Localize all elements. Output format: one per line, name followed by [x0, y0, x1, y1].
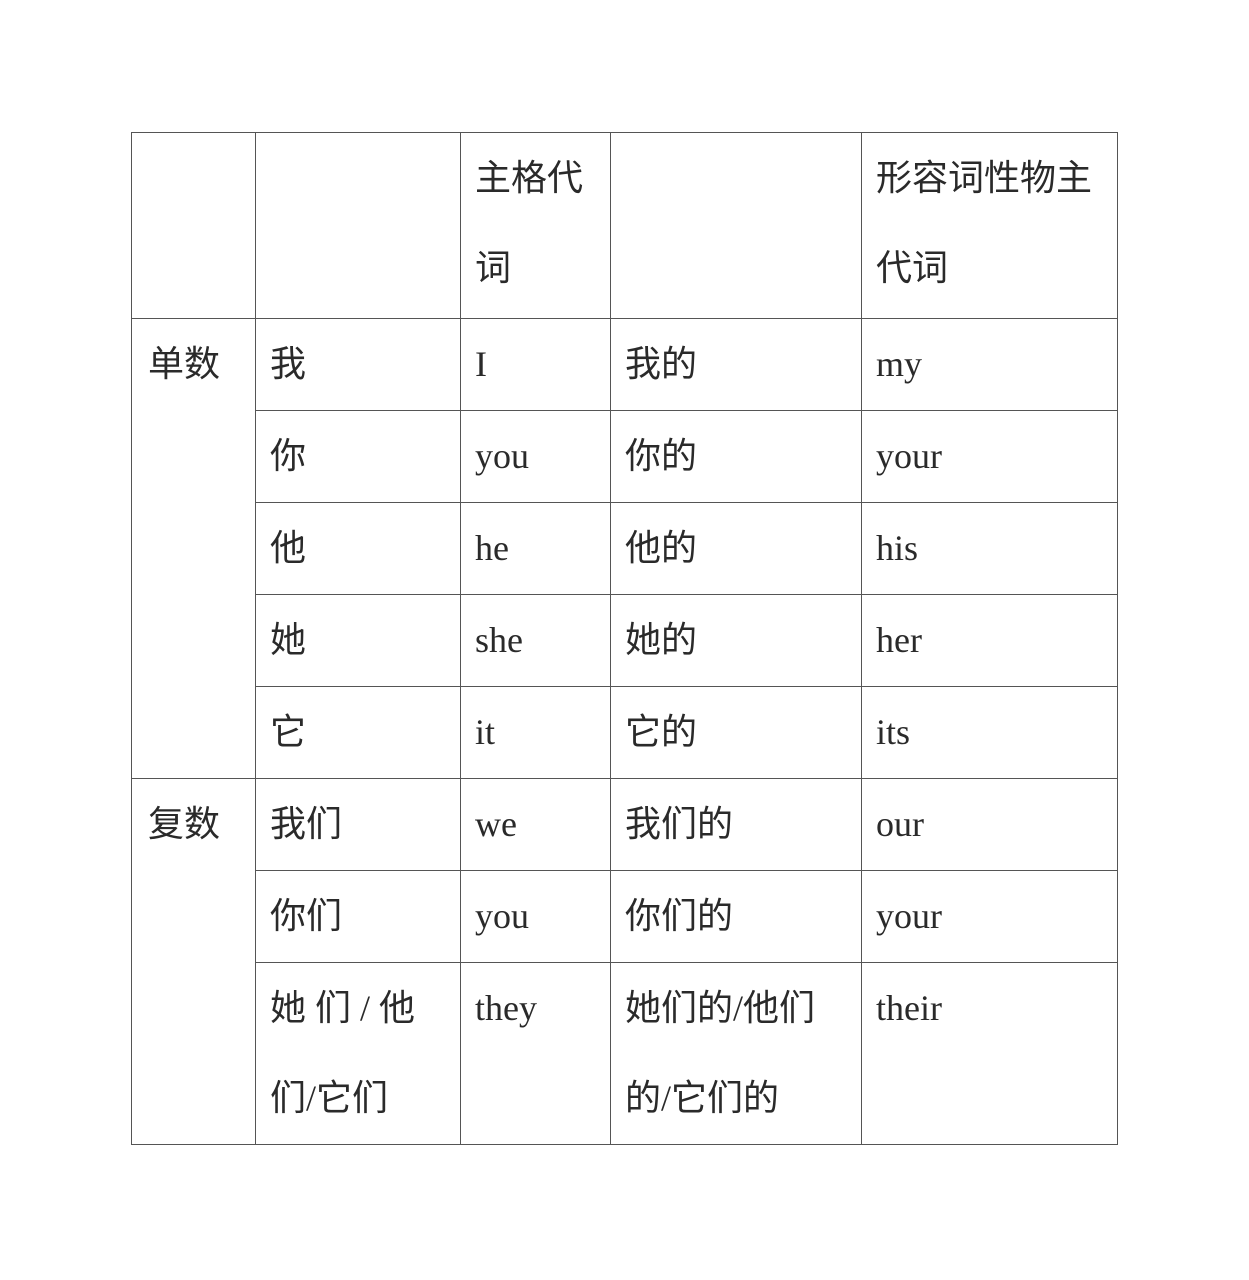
cell: our [861, 778, 1118, 871]
cell: 它的 [610, 686, 862, 779]
header-cell [131, 132, 256, 319]
table-row: 你 you 你的 your [132, 410, 1118, 503]
header-cell [610, 132, 862, 319]
table-row: 它 it 它的 its [132, 686, 1118, 779]
cell: I [460, 318, 611, 411]
cell: their [861, 962, 1118, 1145]
cell: 他 [255, 502, 461, 595]
cell: his [861, 502, 1118, 595]
cell: its [861, 686, 1118, 779]
cell: your [861, 870, 1118, 963]
group-label-singular: 单数 [131, 318, 256, 779]
cell: we [460, 778, 611, 871]
cell: her [861, 594, 1118, 687]
cell: 你的 [610, 410, 862, 503]
cell: 它 [255, 686, 461, 779]
cell: my [861, 318, 1118, 411]
cell: 我们的 [610, 778, 862, 871]
header-row: 主格代词 形容词性物主代词 [131, 132, 1118, 319]
cell: your [861, 410, 1118, 503]
cell: 你 [255, 410, 461, 503]
table-row: 她 们 / 他们/它们 they 她们的/他们的/它们的 their [132, 962, 1118, 1145]
cell: she [460, 594, 611, 687]
cell: 他的 [610, 502, 862, 595]
header-cell [255, 132, 461, 319]
table-row: 她 she 她的 her [132, 594, 1118, 687]
cell: 你们的 [610, 870, 862, 963]
cell: 我 [255, 318, 461, 411]
table-row: 复数 我们 we 我们的 our [131, 778, 1118, 1145]
pronoun-table: 主格代词 形容词性物主代词 单数 我 I 我的 my 你 you 你的 your… [131, 132, 1118, 1145]
table-row: 他 he 他的 his [132, 502, 1118, 595]
cell: 她们的/他们的/它们的 [610, 962, 862, 1145]
cell: they [460, 962, 611, 1145]
cell: 我们 [255, 778, 461, 871]
group-label-plural: 复数 [131, 778, 256, 1145]
cell: you [460, 410, 611, 503]
table-row: 单数 我 I 我的 my [131, 318, 1118, 779]
cell: 你们 [255, 870, 461, 963]
cell: he [460, 502, 611, 595]
cell: 我的 [610, 318, 862, 411]
cell: 她的 [610, 594, 862, 687]
header-cell-subject-pronoun: 主格代词 [460, 132, 611, 319]
cell: 她 们 / 他们/它们 [255, 962, 461, 1145]
cell: you [460, 870, 611, 963]
cell: 她 [255, 594, 461, 687]
cell: it [460, 686, 611, 779]
table-row: 你们 you 你们的 your [132, 870, 1118, 963]
header-cell-possessive-adjective: 形容词性物主代词 [861, 132, 1118, 319]
